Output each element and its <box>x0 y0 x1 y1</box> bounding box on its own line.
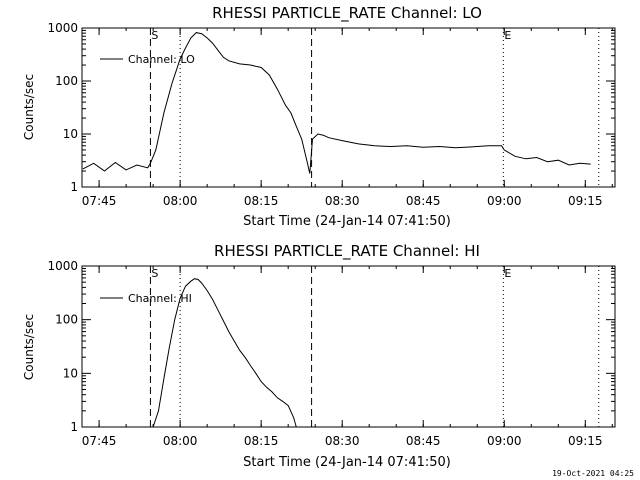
chart-title: RHESSI PARTICLE_RATE Channel: LO <box>212 4 482 23</box>
x-tick-label: 08:00 <box>163 194 198 208</box>
x-tick-label: 09:00 <box>487 194 522 208</box>
y-axis-label: Counts/sec <box>22 74 36 140</box>
marker-label: S <box>151 267 158 280</box>
x-tick-label: 09:15 <box>568 194 603 208</box>
legend-label: Channel: LO <box>128 53 195 66</box>
x-tick-label: 08:15 <box>244 194 279 208</box>
x-tick-label: 08:00 <box>163 434 198 448</box>
y-tick-label: 1000 <box>47 21 78 35</box>
x-tick-label: 08:30 <box>325 434 360 448</box>
plot-frame <box>81 265 616 428</box>
marker-label: E <box>504 29 511 42</box>
x-tick-label: 08:45 <box>406 194 441 208</box>
y-axis-label: Counts/sec <box>22 314 36 380</box>
series-line-lo <box>82 32 591 174</box>
y-axis: 1 10 100 1000 <box>47 21 615 194</box>
x-tick-label: 08:30 <box>325 194 360 208</box>
legend-label: Channel: HI <box>128 292 192 305</box>
x-tick-label: 08:15 <box>244 434 279 448</box>
chart-title: RHESSI PARTICLE_RATE Channel: HI <box>214 242 480 261</box>
x-axis-label: Start Time (24-Jan-14 07:41:50) <box>243 455 451 470</box>
x-tick-label: 07:45 <box>82 194 117 208</box>
y-tick-label: 1000 <box>47 259 78 273</box>
plot-frame <box>81 27 616 188</box>
marker-label: S <box>151 29 158 42</box>
y-tick-label: 1 <box>70 180 78 194</box>
y-tick-label: 10 <box>63 366 78 380</box>
x-axis-label: Start Time (24-Jan-14 07:41:50) <box>243 214 451 229</box>
x-tick-label: 09:15 <box>568 434 603 448</box>
y-tick-label: 10 <box>63 127 78 141</box>
y-tick-label: 100 <box>55 313 78 327</box>
x-axis: 07:45 08:00 08:15 08:30 08:45 09:00 09:15 <box>82 266 613 448</box>
x-axis: 07:45 08:00 08:15 08:30 08:45 09:00 09:15 <box>82 28 613 208</box>
x-tick-label: 09:00 <box>487 434 522 448</box>
y-tick-label: 1 <box>70 420 78 434</box>
marker-label: E <box>504 267 511 280</box>
x-tick-label: 07:45 <box>82 434 117 448</box>
x-tick-label: 08:45 <box>406 434 441 448</box>
series-line-hi <box>152 278 297 428</box>
y-tick-label: 100 <box>55 74 78 88</box>
timestamp-stamp: 19-Oct-2021 04:25 <box>552 469 634 478</box>
y-axis: 1 10 100 1000 <box>47 259 615 434</box>
